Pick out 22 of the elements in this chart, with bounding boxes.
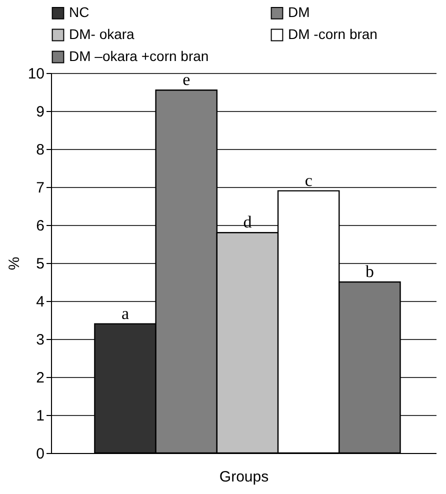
y-tick-label: 2 <box>36 370 44 386</box>
y-axis-title: % <box>6 256 23 270</box>
data-label: b <box>365 262 374 281</box>
y-tick-label: 4 <box>36 294 44 310</box>
y-tick-label: 7 <box>36 180 44 196</box>
y-tick-label: 5 <box>36 256 44 272</box>
x-axis-title: Groups <box>219 468 269 486</box>
data-label: c <box>304 170 313 190</box>
legend-label: NC <box>69 4 90 20</box>
data-label: e <box>182 70 190 90</box>
y-tick-label: 10 <box>28 66 44 82</box>
y-tick-label: 0 <box>36 446 44 462</box>
data-label: a <box>121 304 130 323</box>
legend-label: DM -corn bran <box>288 26 378 42</box>
y-tick-label: 9 <box>36 104 44 120</box>
legend-label: DM –okara +corn bran <box>69 48 209 64</box>
y-tick-label: 3 <box>36 332 44 348</box>
legend-label: DM <box>288 4 310 20</box>
y-tick-label: 1 <box>36 408 44 424</box>
y-tick-label: 8 <box>36 142 44 158</box>
y-tick-label: 6 <box>36 218 44 234</box>
legend-label: DM- okara <box>69 26 135 42</box>
